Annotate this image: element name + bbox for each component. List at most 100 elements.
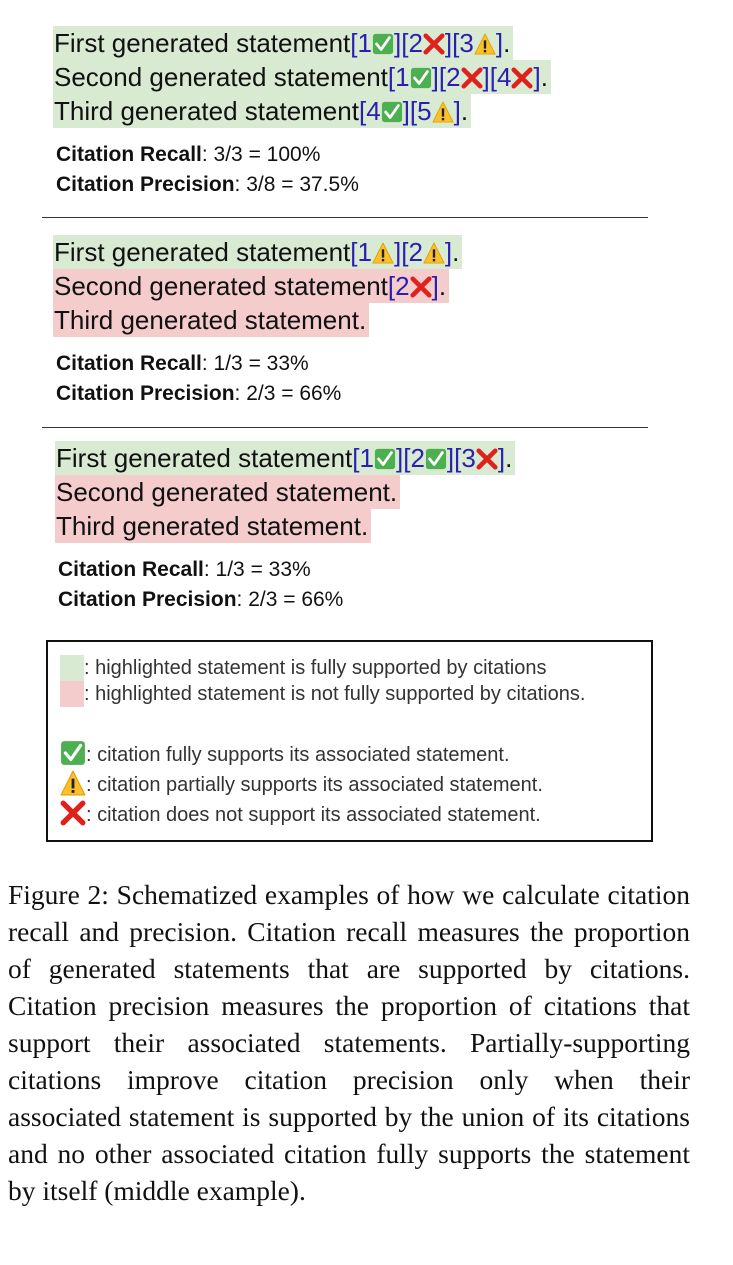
generated-statement: Third generated statement. <box>55 509 372 543</box>
cross-icon <box>511 63 534 89</box>
statement-end: . <box>452 237 460 267</box>
statement-text: Second generated statement <box>54 62 388 92</box>
citation-precision: Citation Precision: 3/8 = 37.5% <box>56 170 551 200</box>
metrics: Citation Recall: 1/3 = 33% Citation Preci… <box>55 555 515 615</box>
legend-warning: : citation partially supports its associ… <box>60 770 543 798</box>
legend-red-text: : highlighted statement is not fully sup… <box>84 683 586 705</box>
precision-value: : 2/3 = 66% <box>234 382 342 405</box>
statement-text: First generated statement <box>54 28 351 58</box>
recall-label: Citation Recall <box>58 558 204 581</box>
check-icon <box>374 444 396 470</box>
citation: [3] <box>452 28 504 58</box>
example-1: First generated statement [1][2][3]. Seco… <box>53 26 551 200</box>
example-2: First generated statement [1][2]. Second … <box>53 235 463 409</box>
citation-recall: Citation Recall: 3/3 = 100% <box>56 140 551 170</box>
recall-value: : 1/3 = 33% <box>201 352 309 375</box>
statement-text: First generated statement <box>54 237 351 267</box>
statement-end: . <box>505 443 513 473</box>
warning-icon <box>474 29 496 55</box>
check-icon <box>60 740 86 766</box>
citation-number: 1 <box>395 62 410 92</box>
legend-green: : highlighted statement is fully support… <box>60 655 546 681</box>
citation-recall: Citation Recall: 1/3 = 33% <box>58 555 515 585</box>
citation-number: 1 <box>359 443 374 473</box>
statement-end: . <box>389 477 398 507</box>
cross-icon <box>476 444 498 470</box>
precision-value: : 2/3 = 66% <box>236 588 344 611</box>
warning-icon <box>423 238 445 264</box>
precision-label: Citation Precision <box>58 588 237 611</box>
generated-statement: Third generated statement. <box>53 303 370 337</box>
citation-precision: Citation Precision: 2/3 = 66% <box>56 379 462 409</box>
citation: [1] <box>352 443 404 473</box>
citation-number: 3 <box>461 443 476 473</box>
check-icon <box>410 63 432 89</box>
citation-number: 2 <box>408 237 423 267</box>
divider <box>42 217 648 218</box>
recall-label: Citation Recall <box>56 143 202 166</box>
statement-end: . <box>503 28 511 58</box>
cross-icon <box>461 63 483 89</box>
legend: : highlighted statement is fully support… <box>46 640 653 842</box>
example-3: First generated statement [1][2][3]. Seco… <box>55 441 516 615</box>
citation: [3] <box>454 443 506 473</box>
metrics: Citation Recall: 3/3 = 100% Citation Prec… <box>53 140 551 200</box>
citation-number: 4 <box>366 96 381 126</box>
statement-end: . <box>360 511 369 541</box>
warning-icon <box>372 238 394 264</box>
check-icon <box>381 97 403 123</box>
generated-statement: Third generated statement [4][5]. <box>53 94 472 128</box>
legend-cross-text: : citation does not support its associat… <box>86 804 541 826</box>
recall-value: : 3/3 = 100% <box>201 143 321 166</box>
statement-text: Second generated statement <box>56 477 390 507</box>
statement-text: Third generated statement <box>54 96 359 126</box>
statement-text: First generated statement <box>56 443 353 473</box>
citation: [1] <box>350 28 402 58</box>
generated-statement: Second generated statement [1][2][4]. <box>53 60 551 94</box>
statement-end: . <box>540 62 548 92</box>
citation: [2] <box>401 28 453 58</box>
citation-number: 3 <box>459 28 474 58</box>
red-swatch <box>60 681 84 707</box>
green-swatch <box>60 655 84 681</box>
statement-end: . <box>438 271 447 301</box>
generated-statement: First generated statement [1][2]. <box>53 235 463 269</box>
generated-statement: First generated statement [1][2][3]. <box>53 26 514 60</box>
citation: [2] <box>387 271 439 301</box>
citation-number: 4 <box>497 62 512 92</box>
citation: [4] <box>489 62 541 92</box>
generated-statement: First generated statement [1][2][3]. <box>55 441 516 475</box>
statement-text: Third generated statement <box>54 305 359 335</box>
citation: [5] <box>409 96 461 126</box>
citation-number: 1 <box>357 28 372 58</box>
statement-text: Third generated statement <box>56 511 361 541</box>
statement-end: . <box>358 305 367 335</box>
precision-label: Citation Precision <box>56 173 235 196</box>
legend-cross: : citation does not support its associat… <box>60 800 541 828</box>
recall-value: : 1/3 = 33% <box>203 558 311 581</box>
warning-icon <box>60 770 86 796</box>
recall-label: Citation Recall <box>56 352 202 375</box>
legend-warning-text: : citation partially supports its associ… <box>86 774 543 796</box>
check-icon <box>425 444 447 470</box>
citation: [2] <box>401 237 453 267</box>
legend-check-text: : citation fully supports its associated… <box>86 744 510 766</box>
citation-number: 2 <box>395 271 410 301</box>
citation: [1] <box>350 237 402 267</box>
citation: [2] <box>438 62 490 92</box>
divider <box>42 427 648 428</box>
citation-number: 5 <box>417 96 432 126</box>
citation-number: 2 <box>410 443 425 473</box>
statement-end: . <box>460 96 469 126</box>
check-icon <box>372 29 394 55</box>
precision-label: Citation Precision <box>56 382 235 405</box>
citation: [2] <box>403 443 455 473</box>
citation: [4] <box>358 96 410 126</box>
precision-value: : 3/8 = 37.5% <box>234 173 359 196</box>
cross-icon <box>410 272 432 298</box>
citation-number: 1 <box>357 237 372 267</box>
legend-red: : highlighted statement is not fully sup… <box>60 681 585 707</box>
figure-caption: Figure 2: Schematized examples of how we… <box>8 879 690 1206</box>
generated-statement: Second generated statement. <box>55 475 401 509</box>
metrics: Citation Recall: 1/3 = 33% Citation Preci… <box>53 349 462 409</box>
